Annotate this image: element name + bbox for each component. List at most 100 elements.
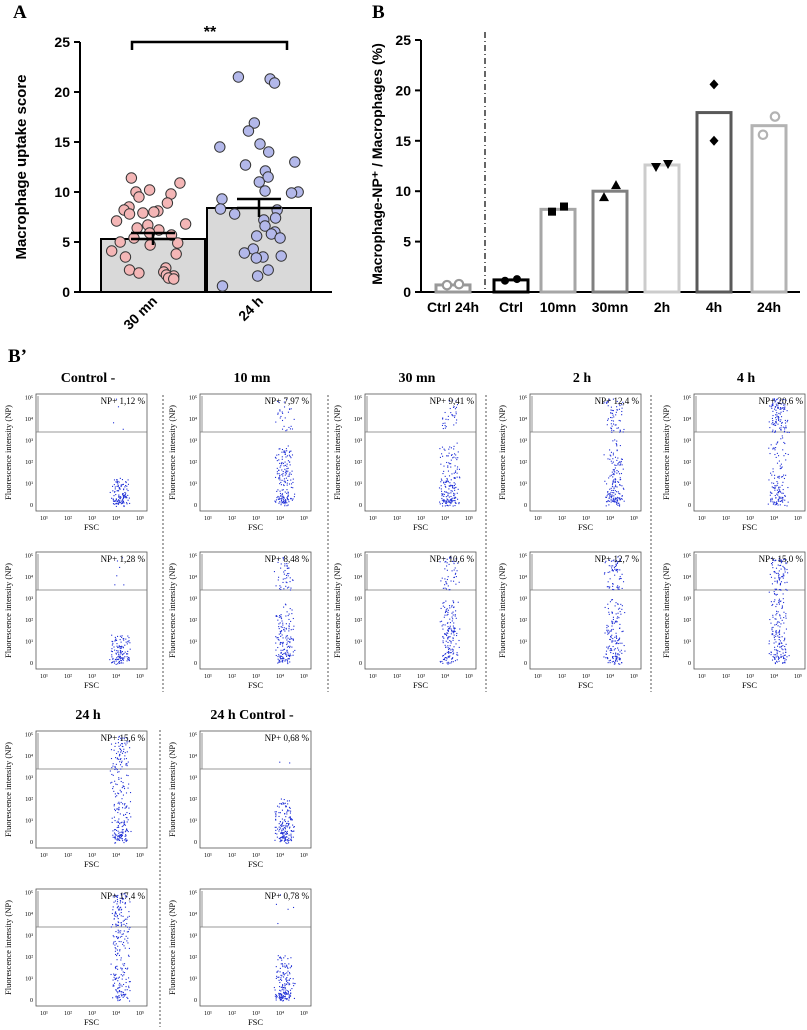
event-dot xyxy=(292,978,294,980)
event-dot xyxy=(606,491,609,493)
gate-percentage: NP+ 1,28 % xyxy=(101,554,146,564)
data-point xyxy=(709,79,719,90)
event-dot xyxy=(124,938,126,940)
flow-y-tick: 10⁵ xyxy=(354,396,362,402)
event-dot xyxy=(616,571,618,573)
event-dot xyxy=(285,628,287,630)
event-dot xyxy=(617,500,619,502)
event-dot xyxy=(784,504,786,506)
event-dot xyxy=(129,801,132,803)
event-dot xyxy=(445,657,447,659)
event-dot xyxy=(449,655,451,657)
event-dot xyxy=(129,901,131,903)
event-dot xyxy=(608,611,610,613)
event-dot xyxy=(279,585,281,587)
event-dot xyxy=(615,632,617,634)
flow-y-axis-label: Fluorescence intensity (NP) xyxy=(661,563,671,658)
event-dot xyxy=(774,593,776,595)
event-dot xyxy=(611,612,614,614)
event-dot xyxy=(777,476,779,479)
event-dot xyxy=(605,657,607,659)
event-dot xyxy=(125,496,127,498)
event-dot xyxy=(284,838,286,840)
event-dot xyxy=(284,501,287,503)
event-dot xyxy=(445,481,447,483)
event-dot xyxy=(768,640,770,642)
event-dot xyxy=(279,803,281,805)
event-dot xyxy=(118,954,121,956)
event-dot xyxy=(778,602,780,604)
event-dot xyxy=(458,503,460,505)
event-dot xyxy=(279,894,281,896)
event-dot xyxy=(279,828,281,830)
event-dot xyxy=(121,494,124,496)
event-dot xyxy=(783,632,785,634)
event-dot xyxy=(275,642,277,644)
event-dot xyxy=(127,830,129,833)
event-dot xyxy=(277,561,279,563)
event-dot xyxy=(448,499,450,501)
event-dot xyxy=(453,500,455,502)
event-dot xyxy=(281,448,284,451)
event-dot xyxy=(284,461,286,463)
flow-y-tick: 10³ xyxy=(354,439,362,445)
event-dot xyxy=(783,455,785,457)
event-dot xyxy=(442,640,444,642)
event-dot xyxy=(282,470,284,473)
event-dot xyxy=(783,611,785,613)
event-dot xyxy=(282,997,284,999)
plot-frame xyxy=(199,730,312,849)
event-dot xyxy=(282,657,284,659)
event-dot xyxy=(278,806,280,808)
event-dot xyxy=(620,613,622,615)
event-dot xyxy=(114,658,116,661)
flow-group-title: 2 h xyxy=(572,371,592,386)
event-dot xyxy=(447,661,449,663)
event-dot xyxy=(280,840,282,842)
event-dot xyxy=(610,455,612,457)
event-dot xyxy=(623,500,625,502)
event-dot xyxy=(453,448,455,450)
event-dot xyxy=(124,947,126,949)
event-dot xyxy=(780,476,783,478)
event-dot xyxy=(611,569,613,572)
event-dot xyxy=(286,489,288,491)
event-dot xyxy=(447,629,449,631)
event-dot xyxy=(617,654,619,656)
flow-x-axis-label: FSC xyxy=(578,522,593,532)
event-dot xyxy=(612,473,614,475)
event-dot xyxy=(458,468,461,470)
event-dot xyxy=(127,787,129,789)
event-dot xyxy=(770,501,772,503)
event-dot xyxy=(119,658,121,660)
event-dot xyxy=(280,504,282,506)
event-dot xyxy=(115,977,117,979)
event-dot xyxy=(118,803,121,805)
event-dot xyxy=(619,637,621,639)
event-dot xyxy=(115,911,117,913)
event-dot xyxy=(288,999,290,1001)
event-dot xyxy=(280,994,282,996)
event-dot xyxy=(613,589,615,591)
event-dot xyxy=(774,430,777,432)
event-dot xyxy=(616,472,618,474)
event-dot xyxy=(119,662,121,664)
event-dot xyxy=(775,594,777,596)
event-dot xyxy=(278,628,280,630)
event-dot xyxy=(277,559,279,561)
event-dot xyxy=(120,967,122,969)
data-point xyxy=(143,184,156,196)
event-dot xyxy=(129,642,131,644)
event-dot xyxy=(607,629,609,631)
event-dot xyxy=(783,640,785,642)
event-dot xyxy=(776,502,778,505)
event-dot xyxy=(114,900,117,902)
event-dot xyxy=(615,568,617,570)
event-dot xyxy=(278,976,280,978)
event-dot xyxy=(283,465,285,467)
event-dot xyxy=(772,487,774,489)
event-dot xyxy=(777,572,779,574)
x-tick-label: 2h xyxy=(654,299,670,315)
event-dot xyxy=(279,981,281,984)
event-dot xyxy=(773,502,775,504)
